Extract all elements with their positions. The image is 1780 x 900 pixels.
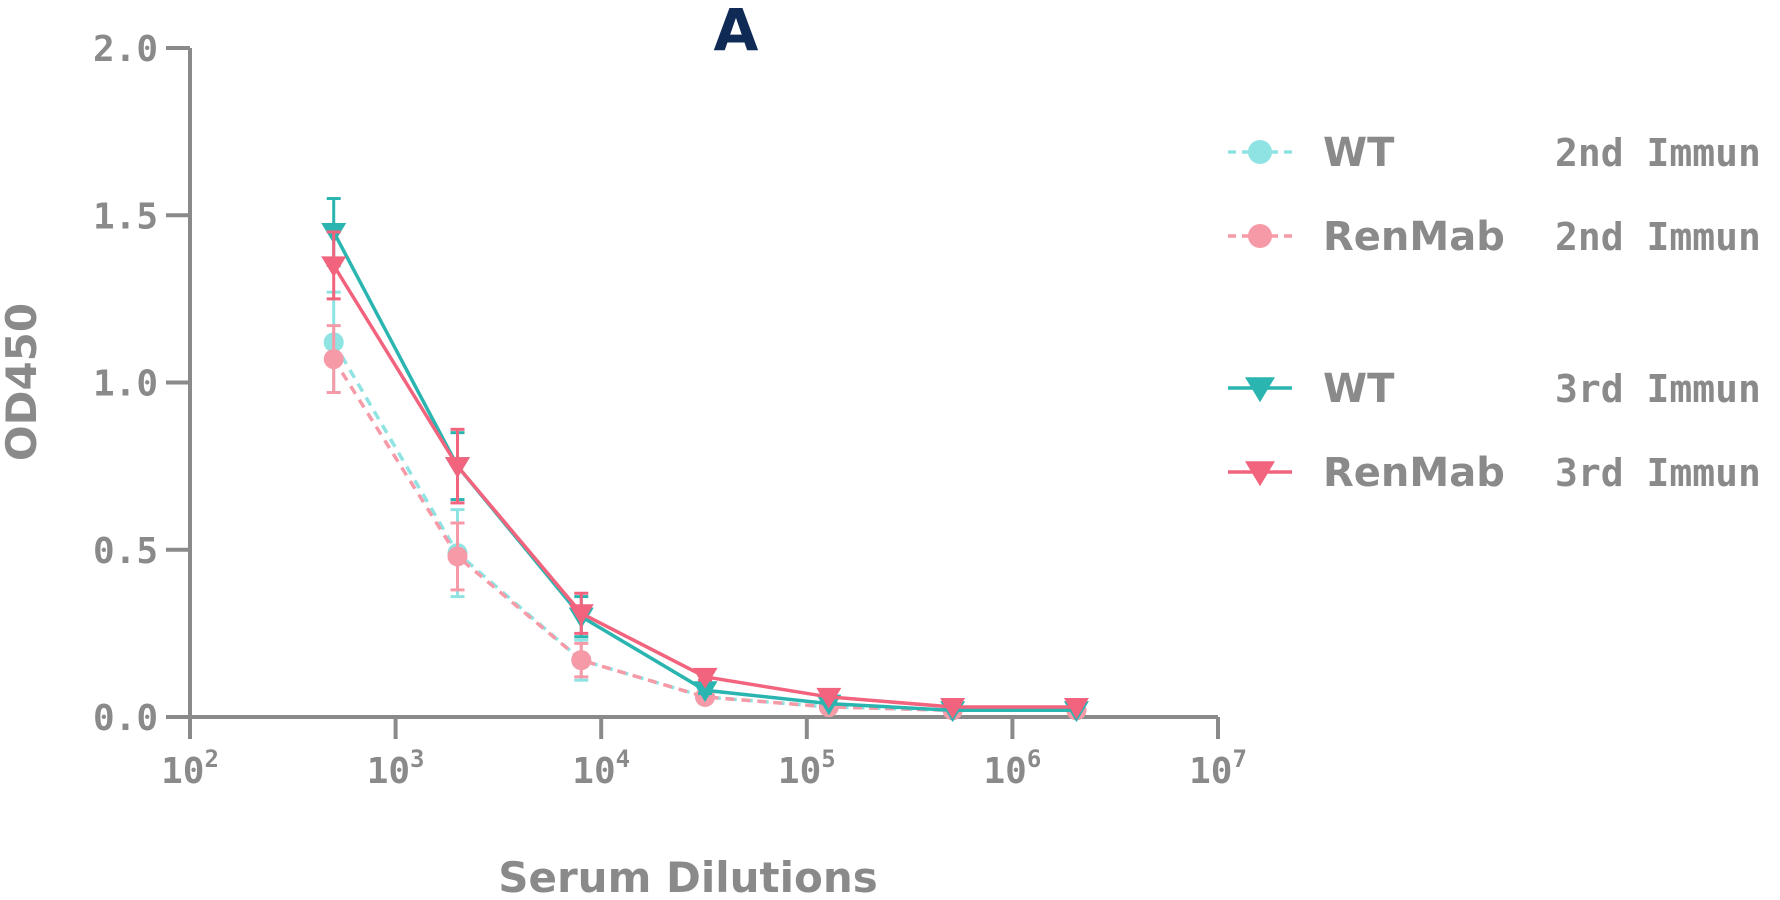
legend-name: RenMab [1323,214,1505,260]
data-point [692,681,718,703]
legend-item: WT 3rd Immun [1228,366,1761,412]
series-line [332,264,1077,709]
x-axis-label: Serum Dilutions [498,853,878,900]
legend-marker [1245,461,1275,487]
data-point [571,650,592,671]
legend-description: 2nd Immun [1555,215,1761,259]
legend-description: 3rd Immun [1555,451,1761,495]
series-line [332,358,1077,713]
legend-item: WT 2nd Immun [1228,130,1761,176]
legend-item: RenMab 2nd Immun [1228,214,1761,260]
legend-name: RenMab [1323,450,1505,496]
series-line [332,231,1077,713]
y-tick-label: 1.5 [93,196,158,237]
y-axis-ticks: 0.0 0.5 1.0 1.5 2.0 [93,29,190,739]
chart-title: A [714,0,759,64]
data-point [447,546,468,567]
series-2 [321,197,1089,723]
legend-marker [1245,377,1275,403]
x-tick-label: 107 [1189,745,1247,792]
data-point [323,349,344,370]
legend-name: WT [1323,130,1395,176]
legend-item: RenMab 3rd Immun [1228,450,1761,496]
series-3 [321,230,1089,719]
legend-marker [1248,224,1272,248]
data-point [444,457,470,478]
x-axis-ticks: 102 103 104 105 106 107 [161,717,1247,792]
legend-description: 3rd Immun [1555,367,1761,411]
data-point [1063,697,1089,719]
series-1 [323,324,1087,721]
y-tick-label: 1.0 [93,364,158,405]
data-point [816,687,842,709]
legend-marker [1248,140,1272,164]
y-tick-label: 0.5 [93,531,158,572]
y-tick-label: 2.0 [93,29,158,70]
series-0 [323,290,1087,721]
legend-name: WT [1323,366,1395,412]
y-axis-label: OD450 [0,303,46,461]
x-tick-label: 106 [983,745,1041,792]
data-point [692,667,718,689]
legend-description: 2nd Immun [1555,131,1761,175]
x-tick-label: 104 [572,745,630,792]
data-point [568,604,594,626]
x-tick-label: 102 [161,745,219,792]
plot-area [321,197,1089,723]
y-tick-label: 0.0 [93,698,158,739]
data-point [321,256,347,278]
axes [188,48,1218,719]
x-tick-label: 103 [367,745,425,792]
series-line [332,341,1077,713]
x-tick-label: 105 [778,745,836,792]
data-point [940,697,966,719]
